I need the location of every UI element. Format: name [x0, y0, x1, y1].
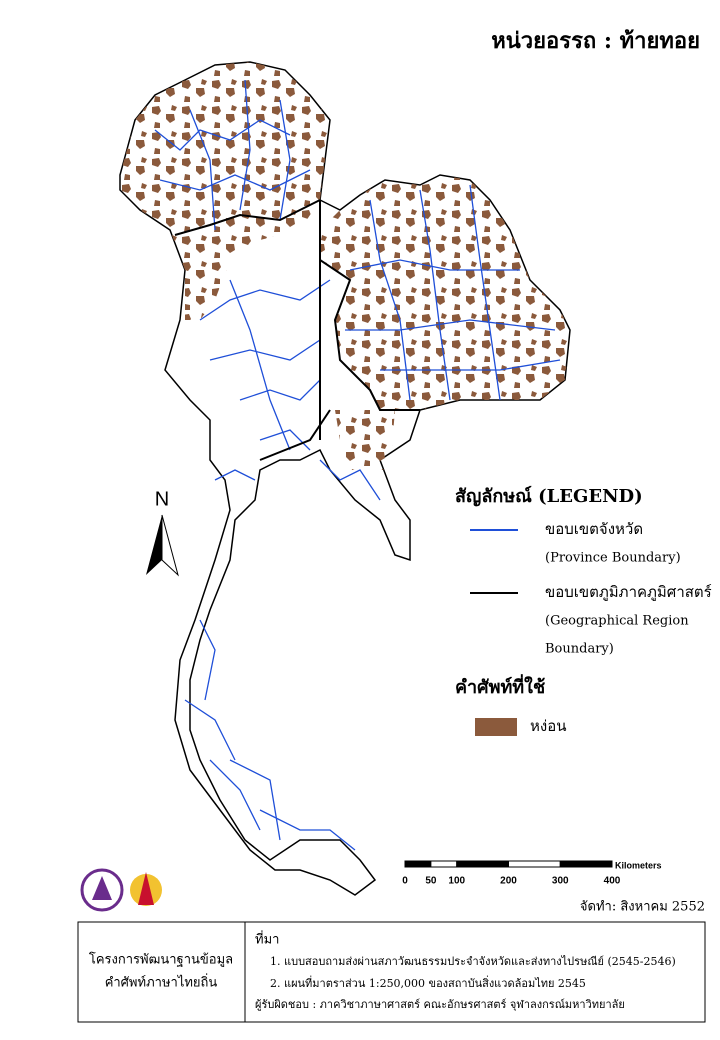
map-title: หน่วยอรรถ : ท้ายทอย	[491, 28, 700, 54]
scale-segment	[559, 860, 613, 868]
north-arrow-shape	[161, 514, 179, 577]
north-arrow-shape	[146, 515, 162, 575]
legend-sublabel: (Geographical Region	[545, 614, 689, 629]
logo	[92, 876, 112, 900]
term-area-northeast	[320, 175, 570, 470]
terms-title: คำศัพท์ที่ใช้	[455, 674, 545, 698]
scale-tick-label: 400	[604, 876, 621, 887]
scale-segment	[508, 860, 561, 868]
project-line: คำศัพท์ภาษาไทยถิ่น	[105, 974, 218, 991]
legend-title: สัญลักษณ์ (LEGEND)	[455, 485, 643, 507]
scale-segment	[456, 860, 509, 868]
scale-tick-label: 300	[552, 876, 569, 887]
scale-tick-label: 200	[500, 876, 517, 887]
province-line	[345, 184, 561, 401]
source-item: 1. แบบสอบถามส่งผ่านสภาวัฒนธรรมประจำจังหว…	[270, 955, 676, 968]
north-arrow: N	[146, 488, 179, 577]
scale-bar: 0 50 100 200 300 400 Kilometers	[402, 860, 661, 886]
term-label: หง่อน	[530, 717, 566, 735]
legend-sublabel: (Province Boundary)	[545, 551, 681, 566]
scale-segment	[404, 860, 432, 868]
terms: หง่อน	[475, 717, 566, 736]
source-item: 2. แผนที่มาตราส่วน 1:250,000 ของสถาบันสิ…	[270, 975, 586, 990]
scale-tick-label: 100	[448, 876, 465, 887]
source-title: ที่มา	[255, 931, 279, 948]
region-line	[174, 199, 420, 461]
legend-label: ขอบเขตจังหวัด	[545, 520, 643, 538]
logos	[80, 868, 162, 912]
date: จัดทำ: สิงหาคม 2552	[580, 900, 705, 915]
scale-segment	[430, 860, 458, 868]
project-line: โครงการพัฒนาฐานข้อมูล	[89, 952, 233, 968]
term-swatch	[475, 718, 517, 736]
footer-box	[77, 921, 706, 1023]
legend-label: ขอบเขตภูมิภาคภูมิศาสตร์	[545, 583, 712, 601]
legend: ขอบเขตจังหวัด (Province Boundary) ขอบเขตภู…	[470, 520, 712, 657]
province-line	[184, 459, 381, 851]
province-boundaries	[154, 79, 561, 851]
province-line	[199, 279, 331, 451]
scale-tick-label: 50	[425, 876, 437, 887]
logo	[138, 872, 154, 905]
responsible: ผู้รับผิดชอบ : ภาควิชาภาษาศาสตร์ คณะอักษ…	[255, 998, 625, 1011]
province-line	[154, 79, 311, 231]
legend-sublabel: Boundary)	[545, 642, 614, 657]
scale-unit: Kilometers	[615, 860, 662, 870]
footer: โครงการพัฒนาฐานข้อมูล คำศัพท์ภาษาไทยถิ่น…	[77, 921, 706, 1023]
scale-tick-label: 0	[402, 876, 408, 887]
north-label: N	[155, 488, 169, 510]
region-boundaries	[174, 199, 420, 461]
